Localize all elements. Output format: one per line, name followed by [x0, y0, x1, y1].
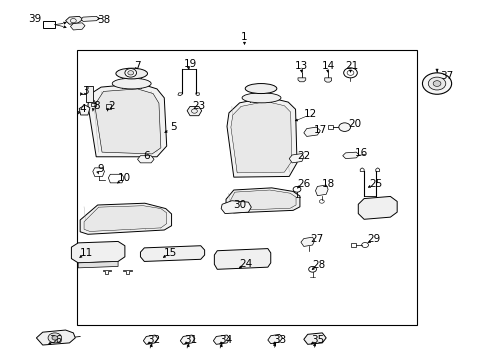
Text: 21: 21: [344, 61, 357, 71]
Ellipse shape: [116, 68, 147, 79]
Text: 14: 14: [321, 61, 334, 71]
Ellipse shape: [242, 93, 281, 103]
Polygon shape: [303, 127, 320, 136]
Text: 33: 33: [272, 335, 285, 345]
Text: 8: 8: [93, 102, 100, 111]
Text: 18: 18: [321, 179, 334, 189]
Polygon shape: [84, 206, 166, 231]
Polygon shape: [342, 152, 359, 158]
Text: 17: 17: [313, 125, 326, 135]
Text: 4: 4: [80, 104, 86, 114]
Polygon shape: [140, 246, 204, 261]
Text: 10: 10: [117, 173, 130, 183]
Text: 25: 25: [368, 179, 382, 189]
Polygon shape: [78, 261, 118, 268]
Polygon shape: [315, 185, 327, 196]
Polygon shape: [187, 107, 201, 116]
Circle shape: [422, 73, 451, 94]
Polygon shape: [226, 97, 296, 177]
Polygon shape: [65, 17, 83, 24]
Polygon shape: [81, 17, 99, 21]
Text: 24: 24: [238, 258, 252, 269]
Text: 23: 23: [192, 102, 205, 111]
Polygon shape: [213, 335, 229, 344]
Polygon shape: [300, 237, 314, 247]
Polygon shape: [88, 84, 166, 157]
Polygon shape: [36, 330, 75, 345]
Circle shape: [338, 123, 350, 131]
Polygon shape: [221, 201, 251, 213]
Text: 7: 7: [134, 61, 141, 71]
Text: 15: 15: [163, 248, 177, 258]
Text: 29: 29: [366, 234, 380, 244]
Polygon shape: [70, 23, 85, 30]
Polygon shape: [230, 102, 291, 173]
Polygon shape: [137, 156, 154, 163]
Polygon shape: [288, 154, 303, 163]
Polygon shape: [143, 335, 158, 344]
Text: 30: 30: [233, 200, 245, 210]
Circle shape: [432, 81, 440, 86]
Circle shape: [127, 71, 133, 75]
Text: 20: 20: [347, 119, 360, 129]
Polygon shape: [297, 78, 305, 82]
Text: 35: 35: [310, 335, 324, 345]
Text: 27: 27: [309, 234, 323, 244]
Circle shape: [427, 77, 445, 90]
Text: 1: 1: [241, 32, 247, 42]
Text: 16: 16: [354, 148, 367, 158]
Polygon shape: [80, 203, 171, 234]
Polygon shape: [79, 105, 90, 115]
Text: 13: 13: [295, 61, 308, 71]
Polygon shape: [214, 249, 270, 269]
Polygon shape: [267, 334, 282, 343]
Text: 36: 36: [49, 335, 62, 345]
Polygon shape: [303, 333, 325, 344]
Text: 19: 19: [183, 59, 196, 68]
Polygon shape: [225, 188, 299, 213]
Polygon shape: [358, 197, 396, 219]
Text: 39: 39: [28, 14, 41, 24]
Text: 37: 37: [439, 71, 452, 81]
Text: 5: 5: [170, 122, 177, 132]
Bar: [77, 50, 416, 325]
Polygon shape: [86, 86, 93, 102]
Text: 6: 6: [142, 151, 149, 161]
Text: 34: 34: [219, 335, 232, 345]
Text: 3: 3: [81, 86, 88, 96]
Polygon shape: [324, 78, 331, 82]
Text: 28: 28: [311, 260, 325, 270]
Circle shape: [52, 336, 58, 340]
Text: 26: 26: [297, 179, 310, 189]
Polygon shape: [95, 89, 161, 154]
Ellipse shape: [244, 84, 276, 94]
Text: 31: 31: [184, 335, 197, 345]
Text: 12: 12: [303, 109, 316, 118]
Text: 32: 32: [147, 335, 161, 345]
Circle shape: [124, 68, 136, 77]
Text: 9: 9: [98, 164, 104, 174]
Polygon shape: [71, 242, 124, 263]
Text: 38: 38: [97, 15, 110, 25]
Polygon shape: [229, 190, 295, 210]
Polygon shape: [180, 335, 195, 344]
Ellipse shape: [112, 78, 151, 89]
Text: 2: 2: [108, 102, 114, 111]
Circle shape: [48, 333, 61, 343]
Text: 11: 11: [80, 248, 93, 258]
Text: 22: 22: [297, 151, 310, 161]
